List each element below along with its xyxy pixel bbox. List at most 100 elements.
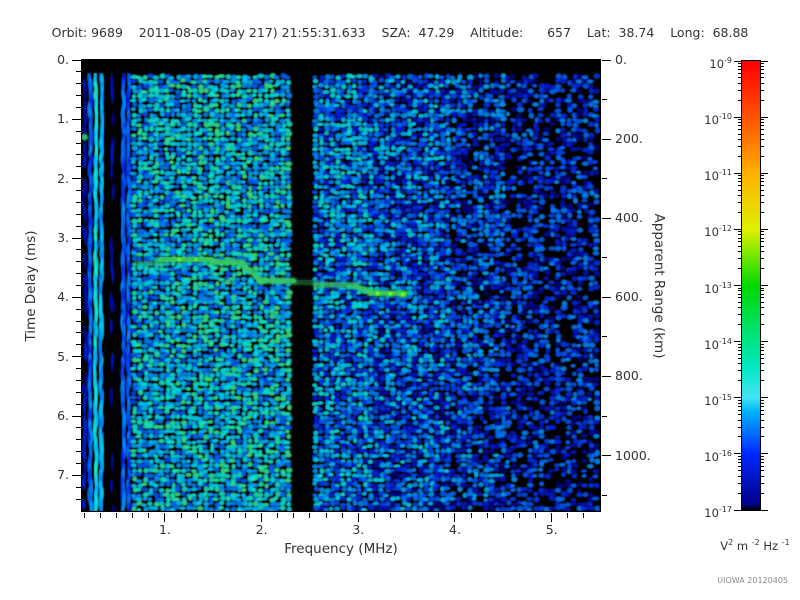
x-axis-minor-tick xyxy=(116,513,118,518)
colorbar-major-tick xyxy=(760,116,768,118)
y-left-minor-tick xyxy=(76,71,81,73)
x-axis-minor-tick xyxy=(341,513,343,518)
colorbar-minor-tick xyxy=(760,399,764,401)
colorbar-minor-tick xyxy=(760,155,764,157)
colorbar-minor-tick xyxy=(760,77,764,79)
y-right-minor-tick xyxy=(602,336,607,338)
colorbar-minor-tick xyxy=(738,426,742,428)
x-axis-major-tick xyxy=(357,513,359,522)
colorbar-minor-tick xyxy=(760,363,764,365)
y-right-tick-label: 400. xyxy=(615,210,643,226)
y-right-tick-label: 0. xyxy=(615,52,627,67)
y-right-minor-tick xyxy=(602,178,607,180)
y-right-minor-tick xyxy=(602,99,607,101)
colorbar-minor-tick xyxy=(738,455,742,457)
colorbar-minor-tick xyxy=(738,436,742,438)
colorbar-minor-tick xyxy=(760,482,764,484)
colorbar-minor-tick xyxy=(738,482,742,484)
colorbar-minor-tick xyxy=(760,82,764,84)
x-axis-minor-tick xyxy=(228,513,230,518)
colorbar-minor-tick xyxy=(738,370,742,372)
y-left-tick-label: 5. xyxy=(57,348,69,364)
x-axis-minor-tick xyxy=(148,513,150,518)
y-left-minor-tick xyxy=(76,154,81,156)
y-left-major-tick xyxy=(72,237,81,239)
y-left-minor-tick xyxy=(76,285,81,286)
colorbar-major-tick xyxy=(760,453,768,455)
colorbar-minor-tick xyxy=(738,314,742,316)
colorbar-minor-tick xyxy=(738,307,742,309)
colorbar-major-tick xyxy=(734,397,742,399)
colorbar-minor-tick xyxy=(760,185,764,187)
colorbar-decade-label: 10-11 xyxy=(704,168,732,184)
colorbar-minor-tick xyxy=(738,99,742,101)
colorbar-minor-tick xyxy=(760,358,764,360)
colorbar-major-tick xyxy=(734,341,742,343)
colorbar-minor-tick xyxy=(760,195,764,197)
colorbar-minor-tick xyxy=(738,202,742,204)
x-axis-minor-tick xyxy=(422,513,424,518)
colorbar-minor-tick xyxy=(738,287,742,289)
colorbar-minor-tick xyxy=(760,251,764,253)
x-axis-minor-tick xyxy=(196,513,198,518)
x-axis-minor-tick xyxy=(406,513,408,518)
x-axis-minor-tick xyxy=(438,513,440,518)
x-axis-minor-tick xyxy=(535,513,537,518)
y-left-minor-tick xyxy=(76,379,81,381)
x-axis-minor-tick xyxy=(99,513,101,518)
colorbar-major-tick xyxy=(734,453,742,455)
colorbar-major-tick xyxy=(760,285,768,286)
colorbar-minor-tick xyxy=(760,231,764,233)
colorbar-minor-tick xyxy=(760,324,764,326)
colorbar-minor-tick xyxy=(760,402,764,404)
colorbar-minor-tick xyxy=(738,122,742,124)
colorbar-major-tick xyxy=(760,228,768,230)
colorbar-minor-tick xyxy=(738,77,742,79)
x-axis-minor-tick xyxy=(325,513,327,518)
x-axis-major-tick xyxy=(164,513,166,522)
colorbar-minor-tick xyxy=(760,293,764,295)
y-left-tick-label: 2. xyxy=(57,170,69,186)
x-axis-minor-tick xyxy=(132,513,134,518)
colorbar-minor-tick xyxy=(738,399,742,401)
colorbar-minor-tick xyxy=(738,419,742,421)
y-left-minor-tick xyxy=(76,308,81,310)
colorbar-minor-tick xyxy=(760,492,764,494)
y-left-tick-label: 4. xyxy=(57,289,69,305)
x-axis-minor-tick xyxy=(277,513,279,518)
colorbar-minor-tick xyxy=(760,380,764,382)
colorbar-minor-tick xyxy=(760,234,764,236)
colorbar xyxy=(741,60,761,511)
y-left-minor-tick xyxy=(76,95,81,97)
y-left-major-tick xyxy=(72,356,81,358)
x-axis-title: Frequency (MHz) xyxy=(284,541,398,557)
colorbar-minor-tick xyxy=(760,175,764,177)
colorbar-major-tick xyxy=(734,285,742,286)
colorbar-minor-tick xyxy=(738,324,742,326)
y-right-minor-tick xyxy=(602,415,607,417)
colorbar-minor-tick xyxy=(760,307,764,309)
x-axis-minor-tick xyxy=(180,513,182,518)
colorbar-minor-tick xyxy=(738,343,742,345)
colorbar-minor-tick xyxy=(738,405,742,407)
x-axis-minor-tick xyxy=(486,513,488,518)
colorbar-minor-tick xyxy=(738,63,742,65)
colorbar-major-tick xyxy=(734,116,742,118)
colorbar-minor-tick xyxy=(738,82,742,84)
y-axis-left-title: Time Delay (ms) xyxy=(23,230,39,342)
colorbar-minor-tick xyxy=(760,138,764,140)
y-left-major-tick xyxy=(72,59,81,61)
colorbar-decade-label: 10-10 xyxy=(704,112,732,127)
colorbar-major-tick xyxy=(734,172,742,174)
y-right-minor-tick xyxy=(602,257,607,259)
y-left-minor-tick xyxy=(76,225,81,227)
colorbar-minor-tick xyxy=(738,65,742,67)
x-tick-label: 4. xyxy=(449,522,461,537)
x-axis-minor-tick xyxy=(567,513,569,518)
y-left-minor-tick xyxy=(76,403,81,405)
y-left-minor-tick xyxy=(76,463,81,465)
colorbar-minor-tick xyxy=(760,470,764,472)
x-axis-minor-tick xyxy=(245,513,247,518)
y-left-minor-tick xyxy=(76,261,81,263)
colorbar-minor-tick xyxy=(760,287,764,289)
